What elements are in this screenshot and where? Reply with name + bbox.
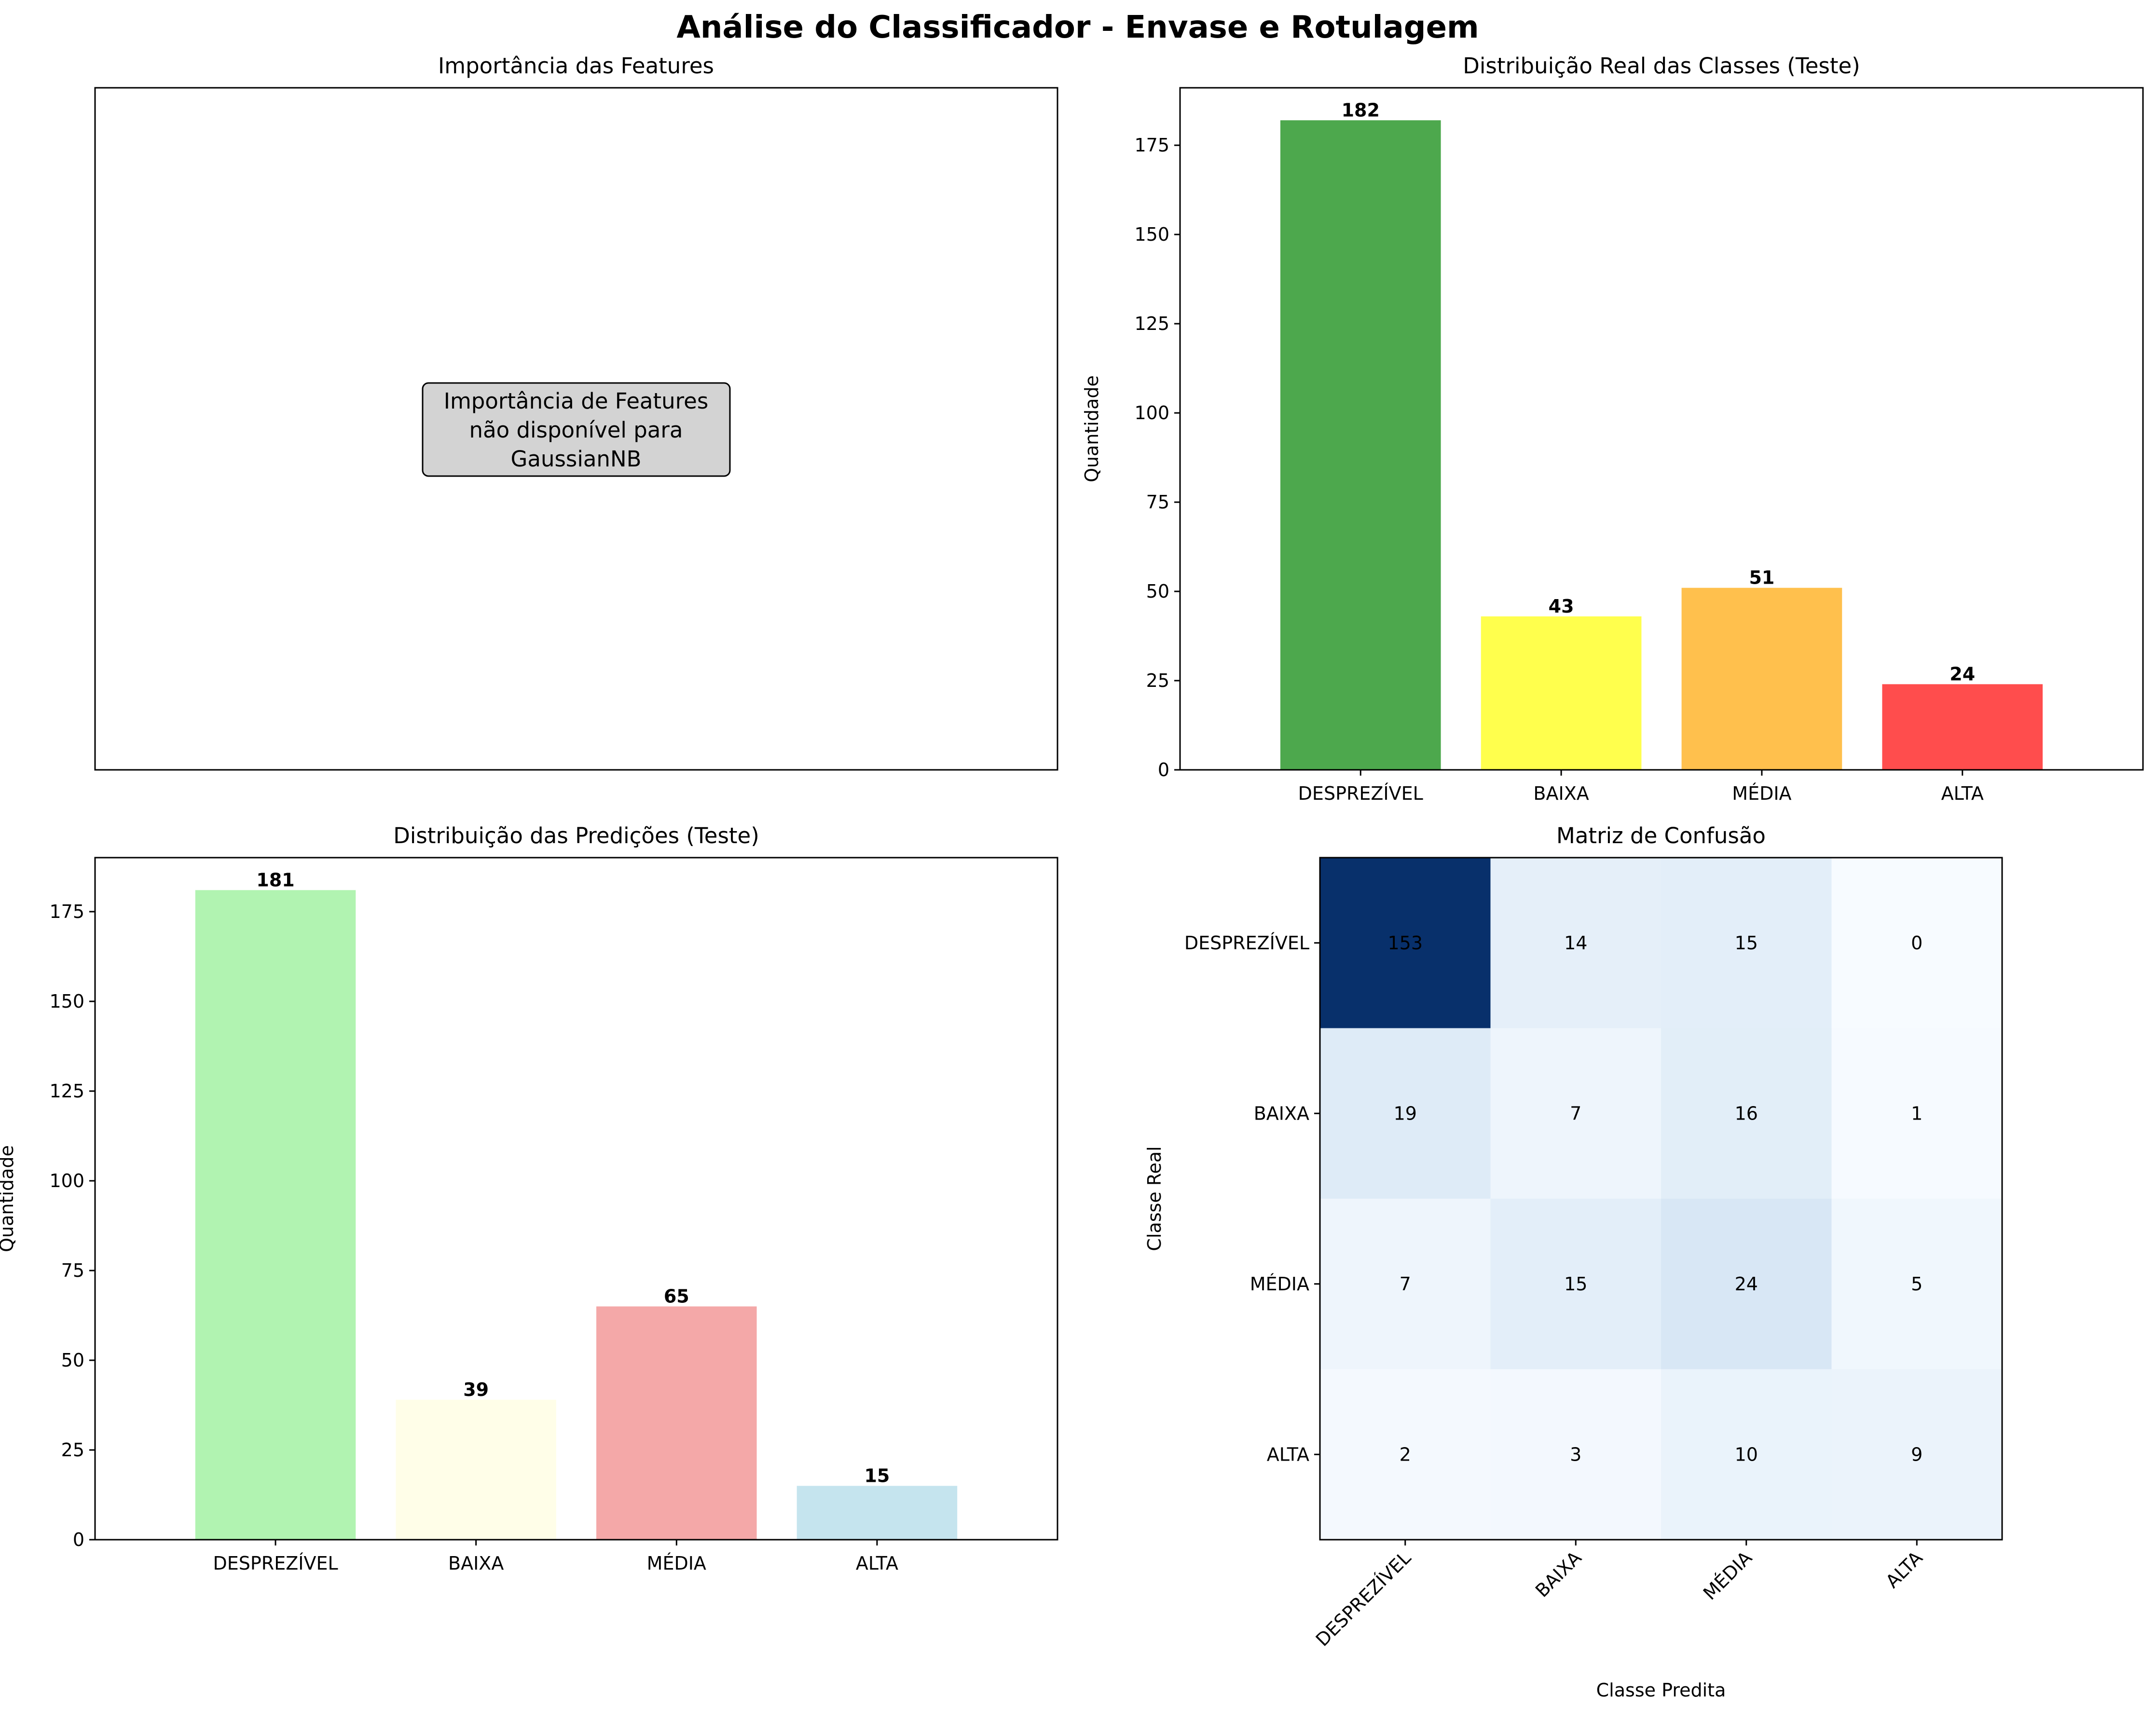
confusion-matrix-cell-value: 15 (1564, 1273, 1587, 1295)
real-distribution-frame (1179, 87, 2144, 771)
real-distribution-bar-4 (1882, 684, 2043, 770)
confusion-matrix-cell (1320, 1199, 1491, 1369)
confusion-matrix-cell-value: 16 (1735, 1103, 1758, 1124)
confusion-matrix-cell-value: 3 (1570, 1444, 1581, 1465)
real-distribution-ytick-label: 75 (1146, 492, 1169, 513)
real-distribution-ytick-label: 50 (1146, 581, 1169, 602)
real-distribution-title: Distribuição Real das Classes (Teste) (1463, 53, 1860, 79)
prediction-distribution-ytick-label: 125 (49, 1080, 84, 1102)
confusion-matrix-cell (1831, 1369, 2003, 1540)
real-distribution-bar-1 (1280, 120, 1441, 770)
confusion-matrix-cell-value: 7 (1400, 1273, 1411, 1295)
confusion-matrix-cell-value: 19 (1394, 1103, 1417, 1124)
confusion-matrix-cell-value: 9 (1911, 1444, 1923, 1465)
confusion-matrix-cell-value: 7 (1570, 1103, 1581, 1124)
prediction-distribution-ytick-label: 50 (61, 1350, 84, 1371)
prediction-distribution-bar-label-3: 65 (664, 1285, 689, 1307)
confusion-matrix-cell (1490, 1028, 1662, 1199)
prediction-distribution-ytick-label: 75 (61, 1260, 84, 1281)
real-distribution-bar-label-3: 51 (1749, 567, 1774, 588)
prediction-distribution-xtick-label: BAIXA (448, 1553, 504, 1574)
prediction-distribution-bar-label-2: 39 (463, 1379, 489, 1400)
real-distribution-bar-label-4: 24 (1950, 663, 1975, 684)
prediction-distribution-bar-4 (796, 1486, 958, 1540)
confusion-matrix-cell (1661, 1028, 1832, 1199)
confusion-matrix-cell (1490, 1199, 1662, 1369)
prediction-distribution-xtick-label: ALTA (856, 1553, 898, 1574)
confusion-matrix-cell (1490, 1369, 1662, 1540)
importance-panel: Importância das Features Importância de … (94, 53, 1058, 771)
confusion-matrix-ytick-label: BAIXA (1254, 1103, 1309, 1124)
prediction-distribution-xtick-label: MÉDIA (647, 1553, 706, 1574)
prediction-distribution-ylabel: Quantidade (0, 1145, 17, 1252)
confusion-matrix-cell (1661, 858, 1832, 1028)
prediction-distribution-ytick-label: 150 (49, 991, 84, 1012)
prediction-distribution-ytick-label: 25 (61, 1439, 84, 1461)
prediction-distribution-ytick-label: 100 (49, 1170, 84, 1191)
confusion-matrix-ytick-label: DESPREZÍVEL (1184, 932, 1309, 954)
confusion-matrix-cell-value: 0 (1911, 932, 1923, 954)
real-distribution-bar-label-2: 43 (1549, 596, 1574, 617)
real-distribution-ytick-label: 0 (1158, 759, 1169, 780)
confusion-matrix-cell-value: 153 (1387, 932, 1423, 954)
confusion-matrix-xlabel: Classe Predita (1596, 1680, 1726, 1701)
importance-note-line-3: GaussianNB (511, 446, 642, 472)
prediction-distribution-ytick-label: 175 (49, 901, 84, 922)
confusion-matrix-cell-value: 14 (1564, 932, 1587, 954)
importance-note-line-1: Importância de Features (444, 388, 709, 414)
prediction-distribution-chart: Distribuição das Predições (Teste) 181 39 6… (0, 823, 1058, 1574)
real-distribution-xtick-label: DESPREZÍVEL (1298, 783, 1423, 804)
confusion-matrix-ytick-label: MÉDIA (1250, 1273, 1309, 1295)
real-distribution-ytick-label: 150 (1134, 224, 1169, 245)
confusion-matrix-cell-value: 2 (1400, 1444, 1411, 1465)
prediction-distribution-ytick-label: 0 (73, 1529, 84, 1550)
confusion-matrix-cell-value: 15 (1735, 932, 1758, 954)
prediction-distribution-bar-label-1: 181 (256, 869, 294, 890)
real-distribution-ytick-label: 125 (1134, 313, 1169, 334)
confusion-matrix-cell (1661, 1199, 1832, 1369)
confusion-matrix-cell-value: 24 (1735, 1273, 1758, 1295)
confusion-matrix-ytick-label: ALTA (1267, 1444, 1309, 1465)
confusion-matrix-cell (1831, 1199, 2003, 1369)
confusion-matrix-chart: Matriz de Confusão 153 14 15 0 19 7 16 1 7 15 24 5 2 3… (1144, 823, 2003, 1701)
importance-note-box (422, 382, 731, 477)
confusion-matrix-frame (1319, 857, 2003, 1541)
prediction-distribution-frame (94, 857, 1058, 1541)
confusion-matrix-cell-value: 1 (1911, 1103, 1923, 1124)
real-distribution-ytick-label: 175 (1134, 135, 1169, 156)
prediction-distribution-title: Distribuição das Predições (Teste) (393, 823, 759, 848)
confusion-matrix-cell (1490, 858, 1662, 1028)
real-distribution-chart: Distribuição Real das Classes (Teste) 182… (1081, 53, 2144, 804)
confusion-matrix-cell (1831, 1028, 2003, 1199)
real-distribution-bar-2 (1481, 616, 1642, 770)
real-distribution-xtick-label: BAIXA (1533, 783, 1589, 804)
confusion-matrix-title: Matriz de Confusão (1556, 823, 1766, 848)
importance-note-line-2: não disponível para (469, 417, 683, 443)
confusion-matrix-cell (1831, 858, 2003, 1028)
prediction-distribution-bar-1 (195, 890, 356, 1540)
confusion-matrix-cell (1320, 1369, 1491, 1540)
real-distribution-xtick-label: ALTA (1941, 783, 1984, 804)
confusion-matrix-cell (1320, 1028, 1491, 1199)
real-distribution-ytick-label: 25 (1146, 670, 1169, 691)
confusion-matrix-ylabel: Classe Real (1144, 1146, 1165, 1251)
importance-panel-frame (94, 87, 1058, 771)
prediction-distribution-bar-label-4: 15 (864, 1465, 890, 1486)
prediction-distribution-xtick-label: DESPREZÍVEL (213, 1553, 338, 1574)
confusion-matrix-cell (1661, 1369, 1832, 1540)
real-distribution-ytick-label: 100 (1134, 402, 1169, 424)
real-distribution-ylabel: Quantidade (1081, 375, 1102, 482)
importance-panel-title: Importância das Features (438, 53, 714, 79)
real-distribution-bar-label-1: 182 (1342, 99, 1380, 121)
prediction-distribution-bar-2 (396, 1399, 556, 1540)
confusion-matrix-cell (1320, 858, 1491, 1028)
figure-title: Análise do Classificador - Envase e Rotu… (676, 10, 1479, 45)
real-distribution-bar-3 (1681, 588, 1842, 770)
real-distribution-xtick-label: MÉDIA (1732, 783, 1791, 804)
prediction-distribution-bar-3 (596, 1306, 757, 1540)
confusion-matrix-cell-value: 10 (1735, 1444, 1758, 1465)
confusion-matrix-cell-value: 5 (1911, 1273, 1923, 1295)
